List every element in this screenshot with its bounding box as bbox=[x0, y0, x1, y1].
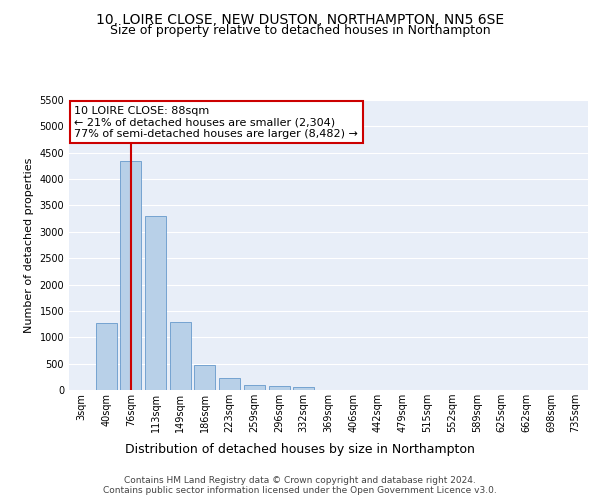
Bar bbox=[170, 322, 191, 390]
Bar bbox=[145, 216, 166, 390]
Bar bbox=[219, 378, 240, 390]
Y-axis label: Number of detached properties: Number of detached properties bbox=[24, 158, 34, 332]
Bar bbox=[244, 386, 265, 390]
Bar bbox=[194, 364, 215, 390]
Text: 10, LOIRE CLOSE, NEW DUSTON, NORTHAMPTON, NN5 6SE: 10, LOIRE CLOSE, NEW DUSTON, NORTHAMPTON… bbox=[96, 12, 504, 26]
Text: Contains HM Land Registry data © Crown copyright and database right 2024.
Contai: Contains HM Land Registry data © Crown c… bbox=[103, 476, 497, 495]
Bar bbox=[95, 323, 116, 390]
Bar bbox=[269, 386, 290, 390]
Bar bbox=[120, 160, 141, 390]
Text: Size of property relative to detached houses in Northampton: Size of property relative to detached ho… bbox=[110, 24, 490, 37]
Text: Distribution of detached houses by size in Northampton: Distribution of detached houses by size … bbox=[125, 442, 475, 456]
Bar bbox=[293, 387, 314, 390]
Text: 10 LOIRE CLOSE: 88sqm
← 21% of detached houses are smaller (2,304)
77% of semi-d: 10 LOIRE CLOSE: 88sqm ← 21% of detached … bbox=[74, 106, 358, 139]
